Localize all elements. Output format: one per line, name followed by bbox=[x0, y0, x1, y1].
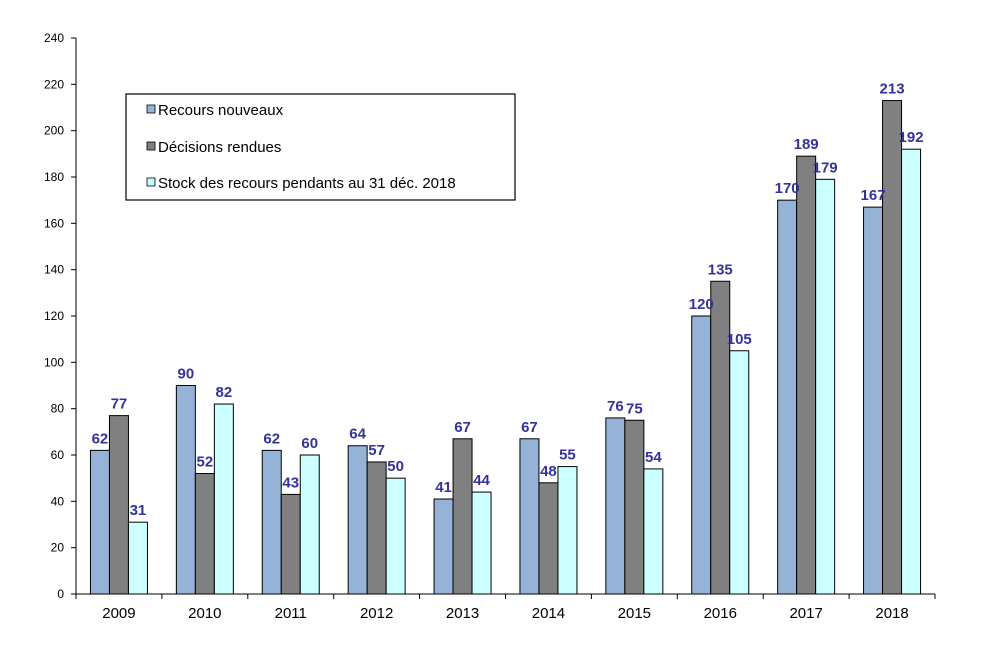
data-label: 105 bbox=[727, 331, 752, 348]
bar-series-2 bbox=[729, 350, 750, 595]
legend-box bbox=[125, 93, 516, 201]
y-tick-label: 220 bbox=[44, 77, 64, 91]
legend: Recours nouveaux Décisions rendues Stock… bbox=[125, 93, 516, 201]
data-label: 192 bbox=[899, 129, 924, 146]
bar-series-0 bbox=[691, 315, 712, 595]
bar-series-2 bbox=[815, 178, 836, 595]
data-label: 50 bbox=[387, 458, 404, 475]
y-tick-label: 60 bbox=[51, 448, 65, 462]
data-label: 77 bbox=[111, 396, 128, 413]
x-tick-label: 2013 bbox=[446, 605, 479, 622]
data-label: 135 bbox=[708, 261, 733, 278]
bar-series-2 bbox=[901, 148, 922, 595]
data-label: 41 bbox=[435, 479, 452, 496]
x-tick-label: 2015 bbox=[618, 605, 651, 622]
bar-series-2 bbox=[299, 454, 320, 595]
bar-series-1 bbox=[882, 100, 903, 595]
data-label: 90 bbox=[178, 366, 195, 383]
x-tick-label: 2012 bbox=[360, 605, 393, 622]
x-tick-label: 2011 bbox=[275, 605, 307, 622]
x-tick-label: 2018 bbox=[875, 605, 908, 622]
bar-series-2 bbox=[557, 466, 578, 595]
data-label: 54 bbox=[645, 449, 662, 466]
y-tick-label: 140 bbox=[44, 263, 64, 277]
bar-series-0 bbox=[175, 385, 196, 595]
bar-series-0 bbox=[519, 438, 540, 595]
data-label: 60 bbox=[301, 435, 318, 452]
legend-swatch-decisions-rendues bbox=[146, 141, 156, 151]
x-tick-label: 2017 bbox=[789, 605, 822, 622]
y-tick-label: 40 bbox=[51, 494, 65, 508]
y-tick-label: 200 bbox=[44, 124, 64, 138]
data-label: 167 bbox=[861, 187, 886, 204]
y-tick-label: 160 bbox=[44, 216, 64, 230]
y-tick-label: 100 bbox=[44, 355, 64, 369]
legend-item-decisions-rendues: Décisions rendues bbox=[146, 139, 281, 156]
data-label: 48 bbox=[540, 463, 557, 480]
y-tick-label: 0 bbox=[57, 587, 64, 601]
data-label: 43 bbox=[282, 474, 299, 491]
data-label: 62 bbox=[92, 430, 109, 447]
x-tick-label: 2010 bbox=[188, 605, 221, 622]
y-axis-ticks: 0 20 40 60 80 100 120 140 160 180 200 220 240 bbox=[44, 31, 76, 601]
bar-series-0 bbox=[605, 417, 626, 595]
y-tick-label: 240 bbox=[44, 31, 64, 45]
data-label: 57 bbox=[368, 442, 385, 459]
data-label: 76 bbox=[607, 398, 624, 415]
bar-series-1 bbox=[796, 155, 817, 595]
data-label: 75 bbox=[626, 400, 643, 417]
legend-swatch-stock-recours bbox=[146, 177, 156, 187]
x-tick-label: 2016 bbox=[704, 605, 737, 622]
bar-series-2 bbox=[643, 468, 664, 595]
bar-series-1 bbox=[538, 482, 559, 595]
bar-series-1 bbox=[452, 438, 473, 595]
bar-series-1 bbox=[280, 493, 301, 595]
bar-series-0 bbox=[433, 498, 454, 595]
legend-label-stock-recours: Stock des recours pendants au 31 déc. 20… bbox=[158, 175, 456, 192]
data-label: 55 bbox=[559, 447, 576, 464]
bar-series-0 bbox=[89, 449, 110, 595]
bar-series-1 bbox=[710, 280, 731, 595]
y-tick-label: 120 bbox=[44, 309, 64, 323]
bar-series-1 bbox=[194, 473, 215, 595]
bar-series-2 bbox=[127, 521, 148, 595]
data-label: 67 bbox=[521, 419, 538, 436]
legend-label-recours-nouveaux: Recours nouveaux bbox=[158, 102, 284, 119]
legend-item-stock-recours: Stock des recours pendants au 31 déc. 20… bbox=[146, 175, 456, 192]
bar-series-0 bbox=[347, 445, 368, 595]
data-label: 120 bbox=[689, 296, 714, 313]
data-label: 67 bbox=[454, 419, 471, 436]
data-label: 213 bbox=[880, 81, 905, 98]
bar-series-0 bbox=[863, 206, 884, 595]
data-label: 44 bbox=[473, 472, 490, 489]
x-tick-label: 2009 bbox=[102, 605, 135, 622]
legend-swatch-recours-nouveaux bbox=[146, 104, 156, 114]
y-tick-label: 80 bbox=[51, 402, 65, 416]
bars bbox=[89, 100, 922, 595]
y-tick-label: 180 bbox=[44, 170, 64, 184]
x-axis-ticks: 2009 2010 2011 2012 2013 2014 2015 2016 2017 2018 bbox=[75, 594, 936, 622]
data-label: 31 bbox=[130, 502, 147, 519]
y-tick-label: 20 bbox=[51, 541, 65, 555]
data-label: 82 bbox=[216, 384, 233, 401]
bar-series-0 bbox=[261, 449, 282, 595]
x-tick-label: 2014 bbox=[532, 605, 565, 622]
legend-label-decisions-rendues: Décisions rendues bbox=[158, 139, 281, 156]
data-label: 170 bbox=[775, 180, 800, 197]
data-label: 189 bbox=[794, 136, 819, 153]
legend-item-recours-nouveaux: Recours nouveaux bbox=[146, 102, 284, 119]
bar-series-1 bbox=[366, 461, 387, 595]
bar-series-2 bbox=[471, 491, 492, 595]
bar-series-1 bbox=[624, 419, 645, 595]
bar-series-2 bbox=[213, 403, 234, 595]
data-label: 179 bbox=[813, 159, 838, 176]
bar-series-2 bbox=[385, 477, 406, 595]
data-label: 52 bbox=[197, 454, 214, 471]
bar-series-0 bbox=[777, 199, 798, 595]
data-label: 64 bbox=[349, 426, 366, 443]
data-label: 62 bbox=[263, 430, 280, 447]
bar-series-1 bbox=[108, 415, 129, 595]
